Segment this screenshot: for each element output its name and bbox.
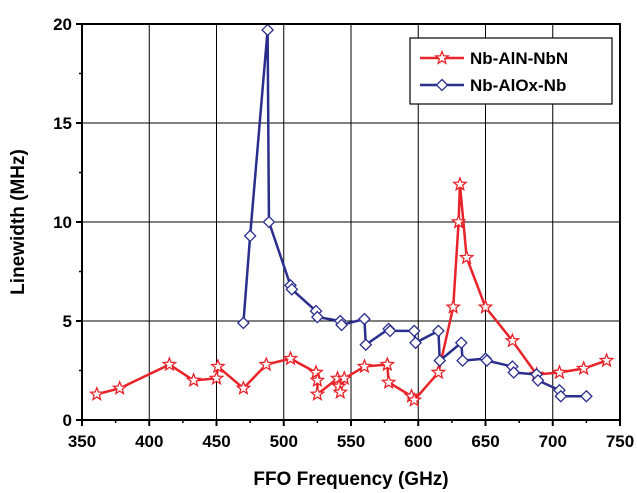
- legend-entry-nb-alox-nb: Nb-AlOx-Nb: [420, 76, 566, 95]
- x-tick-label: 550: [337, 432, 365, 451]
- legend-entry-nb-aln-nbn: Nb-AlN-NbN: [420, 49, 568, 68]
- data-point-nb-aln-nbn: [161, 356, 178, 372]
- data-point-nb-aln-nbn: [504, 332, 521, 348]
- series-layer: [88, 23, 615, 407]
- data-point-nb-alox-nb: [531, 373, 545, 387]
- data-point-nb-aln-nbn: [445, 298, 462, 314]
- legend-label: Nb-AlOx-Nb: [470, 76, 566, 95]
- data-point-nb-alox-nb: [310, 310, 324, 324]
- y-tick-label: 5: [63, 312, 72, 331]
- data-point-nb-aln-nbn: [309, 372, 326, 388]
- data-point-nb-alox-nb: [579, 389, 593, 403]
- legend-swatch-marker: [434, 49, 450, 65]
- data-point-nb-aln-nbn: [332, 383, 349, 399]
- y-axis-title: Linewidth (MHz): [8, 149, 29, 295]
- x-tick-label: 700: [539, 432, 567, 451]
- y-tick-label: 15: [53, 114, 72, 133]
- x-tick-labels: 350 400 450 500 550 600 650 700 750: [68, 432, 634, 451]
- y-tick-label: 10: [53, 213, 72, 232]
- data-point-nb-aln-nbn: [356, 358, 373, 374]
- data-point-nb-aln-nbn: [458, 249, 475, 265]
- data-point-nb-aln-nbn: [452, 176, 468, 192]
- data-point-nb-aln-nbn: [336, 370, 353, 386]
- x-tick-label: 750: [606, 432, 634, 451]
- data-point-nb-alox-nb: [433, 354, 447, 368]
- data-point-nb-aln-nbn: [282, 350, 299, 366]
- data-point-nb-aln-nbn: [111, 380, 128, 396]
- x-axis-title: FFO Frequency (GHz): [253, 469, 448, 490]
- data-point-nb-alox-nb: [480, 354, 494, 368]
- data-point-nb-aln-nbn: [308, 364, 324, 380]
- data-point-nb-alox-nb: [358, 312, 371, 326]
- data-point-nb-aln-nbn: [598, 352, 615, 368]
- data-point-nb-alox-nb: [507, 366, 521, 379]
- data-point-nb-alox-nb: [261, 23, 275, 37]
- series-line-nb-aln-nbn: [96, 183, 607, 402]
- y-tick-label: 0: [63, 411, 72, 430]
- data-point-nb-alox-nb: [243, 229, 257, 243]
- data-point-nb-alox-nb: [454, 336, 468, 350]
- data-point-nb-aln-nbn: [185, 372, 202, 388]
- data-point-nb-aln-nbn: [406, 391, 423, 407]
- data-point-nb-alox-nb: [262, 215, 276, 229]
- data-point-nb-aln-nbn: [575, 360, 592, 376]
- y-tick-labels: 0 5 10 15 20: [53, 15, 72, 430]
- data-point-nb-alox-nb: [335, 318, 349, 332]
- data-point-nb-alox-nb: [409, 336, 422, 350]
- x-tick-label: 600: [404, 432, 432, 451]
- data-point-nb-aln-nbn: [235, 380, 252, 396]
- legend-box: [409, 37, 613, 105]
- data-point-nb-aln-nbn: [379, 356, 396, 372]
- data-point-nb-aln-nbn: [88, 385, 105, 401]
- x-tick-label: 450: [202, 432, 230, 451]
- data-point-nb-alox-nb: [554, 389, 568, 403]
- data-point-nb-alox-nb: [456, 354, 470, 368]
- data-point-nb-aln-nbn: [209, 358, 226, 374]
- data-point-nb-aln-nbn: [258, 356, 275, 372]
- legend-swatch-marker: [435, 78, 449, 92]
- legend-label: Nb-AlN-NbN: [470, 49, 568, 68]
- plot-frame: [81, 23, 621, 421]
- data-point-nb-aln-nbn: [450, 213, 467, 229]
- series-nb-alox-nb: [236, 23, 593, 403]
- x-tick-label: 650: [471, 432, 499, 451]
- data-point-nb-alox-nb: [383, 324, 397, 338]
- data-point-nb-aln-nbn: [208, 370, 225, 386]
- data-point-nb-alox-nb: [236, 316, 250, 330]
- y-tick-label: 20: [53, 15, 72, 34]
- x-tick-label: 350: [68, 432, 96, 451]
- data-point-nb-alox-nb: [407, 324, 421, 338]
- data-point-nb-aln-nbn: [430, 364, 447, 380]
- data-point-nb-alox-nb: [359, 338, 373, 352]
- legend: Nb-AlN-NbN Nb-AlOx-Nb: [409, 37, 613, 105]
- data-point-nb-aln-nbn: [477, 298, 494, 314]
- data-point-nb-aln-nbn: [551, 364, 568, 380]
- data-point-nb-aln-nbn: [380, 374, 397, 390]
- x-tick-label: 400: [135, 432, 163, 451]
- x-tick-label: 500: [270, 432, 298, 451]
- series-nb-aln-nbn: [88, 176, 615, 407]
- data-point-nb-aln-nbn: [309, 385, 326, 401]
- data-point-nb-alox-nb: [432, 324, 445, 338]
- data-point-nb-alox-nb: [285, 282, 299, 296]
